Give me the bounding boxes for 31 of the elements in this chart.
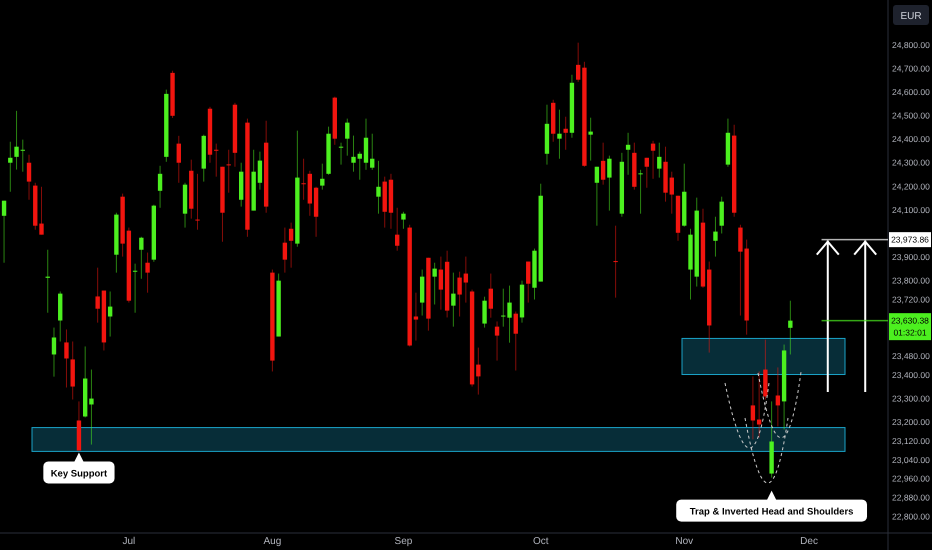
y-tick-label: 22,800.00 [892, 511, 930, 522]
y-tick-label: 24,400.00 [892, 134, 930, 144]
y-tick-label: 22,960.00 [892, 474, 930, 484]
annotation: Key Support [50, 468, 108, 480]
y-tick-label: 23,200.00 [892, 417, 930, 428]
y-tick-label: 23,120.00 [892, 436, 930, 446]
y-tick-label: 23,720.00 [892, 294, 930, 304]
ref-line-label: 23,630.38 01:32:01 [891, 316, 930, 338]
y-tick-label: 23,400.00 [892, 370, 930, 380]
y-tick-label: 24,600.00 [892, 86, 930, 97]
annotation: Trap & Inverted Head and Shoulders [690, 506, 854, 518]
x-tick-label: Sep [394, 536, 413, 547]
y-axis-title: EUR [900, 11, 922, 22]
x-tick-label: Oct [532, 536, 549, 547]
x-tick-label: Aug [263, 536, 282, 547]
y-tick-label: 24,500.00 [892, 110, 930, 121]
y-tick-label: 24,200.00 [892, 181, 930, 192]
x-tick-label: Jul [122, 536, 136, 547]
y-tick-label: 23,300.00 [892, 394, 930, 404]
x-tick-label: Nov [675, 536, 694, 547]
y-tick-label: 24,700.00 [892, 63, 930, 74]
y-tick-label: 24,300.00 [892, 158, 930, 168]
y-tick-label: 22,880.00 [892, 492, 930, 503]
y-tick-label: 23,040.00 [892, 454, 930, 465]
y-tick-label: 23,480.00 [892, 351, 930, 362]
y-tick-label: 24,100.00 [892, 204, 930, 215]
y-tick-label: 23,900.00 [892, 252, 930, 262]
x-tick-label: Dec [800, 536, 818, 547]
y-tick-label: 23,800.00 [892, 276, 930, 286]
ref-line-label: 23,973.86 [891, 234, 930, 245]
y-tick-label: 24,800.00 [892, 40, 930, 50]
